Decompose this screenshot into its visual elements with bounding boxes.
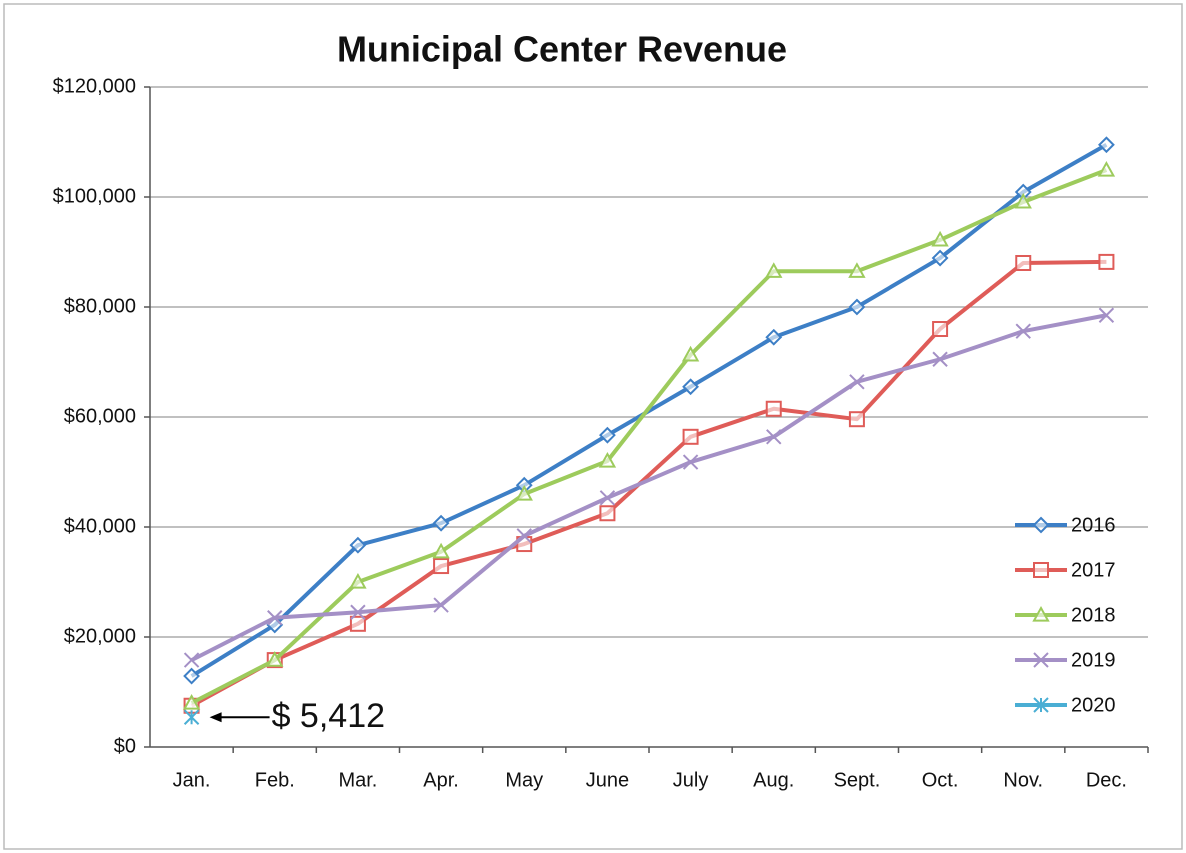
point: [931, 249, 949, 267]
point: [432, 514, 450, 532]
x-tick-label: June: [586, 769, 629, 791]
legend-marker: [1033, 697, 1049, 713]
point: [1015, 323, 1031, 339]
point: [932, 321, 949, 337]
point: [848, 298, 866, 316]
point: [182, 693, 201, 710]
point: [266, 651, 284, 667]
y-tick-label: $0: [114, 735, 136, 757]
y-tick-label: $120,000: [53, 75, 136, 97]
data-label: $ 5,412: [272, 697, 385, 735]
point: [682, 454, 699, 470]
legend-label: 2017: [1071, 559, 1116, 581]
point: [848, 411, 865, 428]
point: [433, 558, 450, 575]
point: [681, 345, 700, 362]
point: [599, 490, 616, 506]
y-tick-label: $80,000: [64, 295, 136, 317]
legend-marker: [1032, 516, 1050, 534]
point: [765, 328, 783, 346]
point: [849, 374, 865, 390]
annotation-arrowhead: [209, 712, 222, 723]
legend-label: 2019: [1071, 649, 1116, 671]
series-line: [190, 168, 1108, 705]
frame: [3, 3, 1183, 850]
point: [349, 572, 367, 589]
x-tick-label: Apr.: [423, 769, 459, 791]
x-tick-label: May: [505, 769, 543, 791]
y-tick-label: $100,000: [53, 185, 136, 207]
x-tick-label: Mar.: [338, 769, 377, 791]
point: [848, 262, 866, 278]
point: [598, 451, 617, 468]
point: [765, 400, 782, 417]
x-tick-label: Nov.: [1003, 769, 1043, 791]
x-tick-label: Feb.: [255, 769, 295, 791]
x-tick-label: Sept.: [834, 769, 881, 791]
point: [599, 505, 616, 522]
x-tick-label: Jan.: [173, 769, 211, 791]
point: [349, 536, 367, 554]
point: [515, 484, 533, 501]
point: [349, 615, 366, 632]
point: [183, 652, 200, 668]
y-tick-label: $40,000: [64, 515, 136, 537]
x-tick-label: Aug.: [753, 769, 794, 791]
legend-marker: [1033, 562, 1049, 578]
point: [1098, 253, 1115, 270]
point: [1098, 307, 1115, 323]
point: [267, 610, 283, 626]
point: [1015, 255, 1032, 271]
point: [350, 604, 366, 620]
legend-label: 2016: [1071, 514, 1116, 536]
legend-label: 2020: [1071, 694, 1116, 716]
y-tick-label: $20,000: [64, 625, 136, 647]
point: [516, 528, 532, 544]
point: [765, 262, 783, 278]
point: [183, 667, 200, 685]
point: [433, 597, 449, 613]
x-tick-label: Dec.: [1086, 769, 1127, 791]
point: [1097, 160, 1116, 177]
point: [682, 428, 699, 445]
point: [1014, 192, 1032, 209]
y-tick-label: $60,000: [64, 405, 136, 427]
point: [682, 378, 699, 396]
x-tick-label: Oct.: [922, 769, 959, 791]
point: [766, 429, 782, 445]
chart-title: Municipal Center Revenue: [337, 29, 787, 70]
legend-label: 2018: [1071, 604, 1116, 626]
series-line: [190, 313, 1107, 662]
legend-marker: [1032, 605, 1050, 622]
point: [432, 542, 450, 559]
point: [1098, 136, 1115, 154]
point: [599, 426, 616, 444]
x-tick-label: July: [673, 769, 709, 791]
legend-marker: [1033, 652, 1049, 668]
point: [183, 709, 200, 725]
point: [931, 230, 949, 247]
series-line: [190, 259, 1107, 708]
point: [932, 351, 948, 367]
